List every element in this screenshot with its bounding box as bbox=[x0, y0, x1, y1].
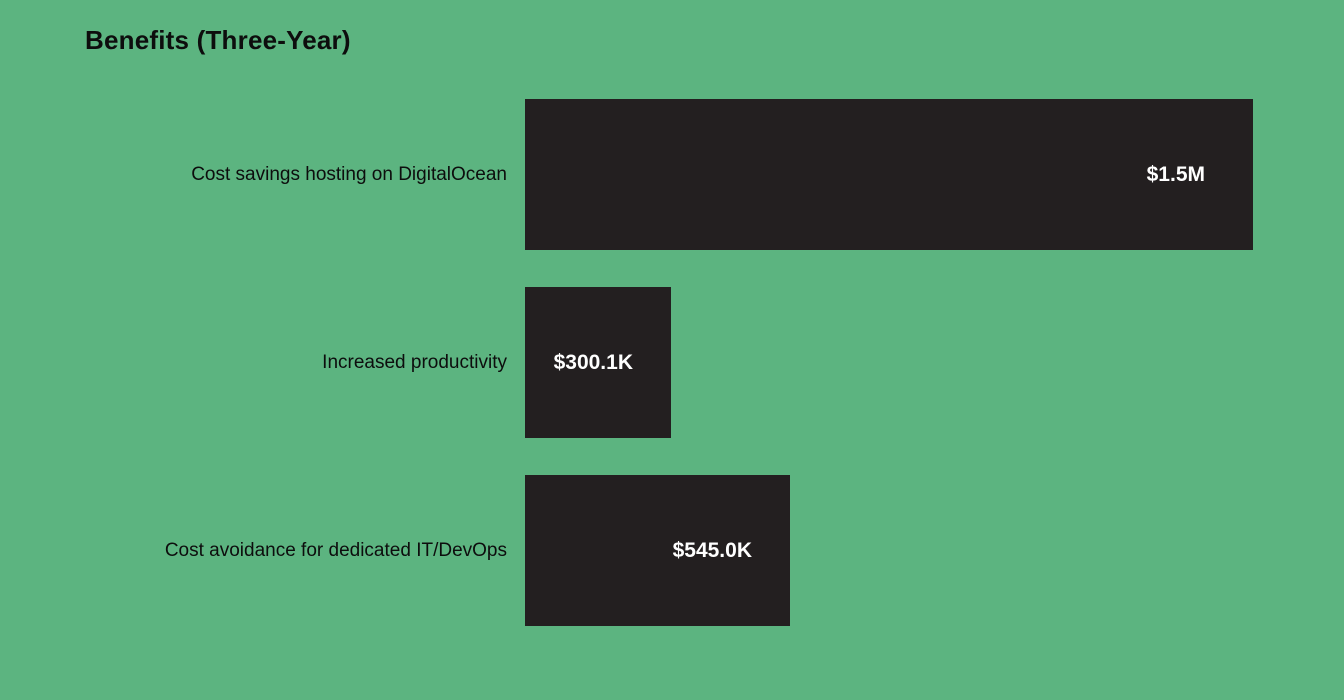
category-label-productivity: Increased productivity bbox=[322, 351, 507, 373]
bar-cost-avoidance: $545.0K bbox=[525, 475, 790, 626]
bar-value-label-cost-avoidance: $545.0K bbox=[672, 538, 752, 562]
category-label-cost-avoidance: Cost avoidance for dedicated IT/DevOps bbox=[164, 539, 507, 561]
category-label-cost-savings: Cost savings hosting on DigitalOcean bbox=[191, 163, 507, 185]
chart-title: Benefits (Three-Year) bbox=[85, 25, 351, 55]
bar-chart: Cost savings hosting on DigitalOcean $1.… bbox=[0, 99, 1253, 663]
bar-cost-savings: $1.5M bbox=[525, 99, 1253, 250]
bar-row-cost-savings: Cost savings hosting on DigitalOcean $1.… bbox=[0, 99, 1253, 250]
bar-row-cost-avoidance: Cost avoidance for dedicated IT/DevOps $… bbox=[0, 475, 1253, 626]
bar-value-label-cost-savings: $1.5M bbox=[1146, 162, 1205, 186]
bar-row-productivity: Increased productivity $300.1K bbox=[0, 287, 1253, 438]
bar-value-label-productivity: $300.1K bbox=[553, 350, 633, 374]
bar-productivity: $300.1K bbox=[525, 287, 671, 438]
